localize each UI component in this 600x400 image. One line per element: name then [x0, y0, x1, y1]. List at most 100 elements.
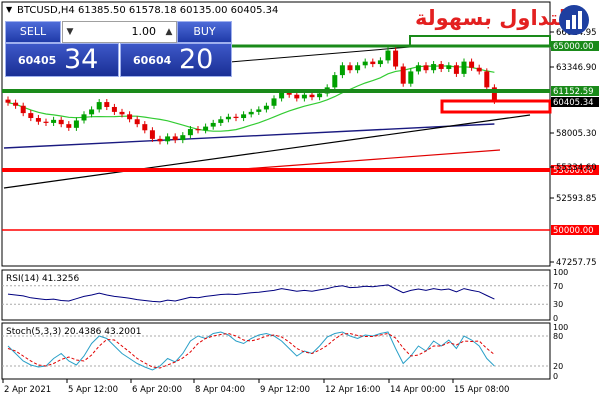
price-scale-label: 63346.90: [556, 63, 597, 73]
bull-candle: [96, 102, 102, 110]
price-level-label: 65000.00: [553, 42, 594, 52]
bull-candle: [210, 122, 216, 127]
rsi-label: RSI(14) 41.3256: [6, 274, 79, 284]
bull-candle: [279, 92, 285, 99]
rsi-scale-label: 100: [553, 268, 568, 277]
bear-candle: [476, 67, 482, 72]
bear-candle: [111, 106, 117, 112]
bear-candle: [149, 130, 155, 139]
bear-candle: [104, 102, 110, 107]
bull-candle: [248, 111, 254, 115]
bear-candle: [393, 50, 399, 67]
resistance-zone: [409, 35, 551, 47]
bear-candle: [134, 119, 140, 125]
price-scale-label: 58005.30: [556, 129, 597, 139]
stoch-scale-label: 20: [553, 362, 563, 371]
bear-candle: [484, 71, 490, 88]
bull-candle: [203, 126, 209, 131]
price-level-label-bg: [551, 165, 599, 175]
chart-header-icon: ▼: [6, 5, 13, 14]
lot-decrease-icon[interactable]: ▼: [66, 27, 74, 37]
bull-candle: [446, 65, 452, 69]
price-level-label: 61152.59: [553, 87, 594, 97]
bear-candle: [423, 65, 429, 71]
bear-candle: [20, 105, 26, 114]
bull-candle: [385, 50, 391, 61]
time-axis-label: 2 Apr 2021: [4, 385, 51, 395]
moving-average-slow: [229, 149, 501, 171]
bull-candle: [89, 109, 95, 115]
price-level-label-bg: [551, 97, 599, 107]
bear-candle: [195, 129, 201, 131]
bear-candle: [43, 121, 49, 123]
bear-candle: [142, 124, 148, 131]
time-axis-label: 12 Apr 16:00: [325, 385, 380, 395]
time-axis-label: 9 Apr 12:00: [260, 385, 310, 395]
bear-candle: [469, 61, 475, 68]
bull-candle: [218, 119, 224, 123]
lot-increase-icon[interactable]: ▲: [165, 27, 173, 37]
bear-candle: [309, 94, 315, 98]
buy-price-major: 60604: [133, 54, 172, 67]
bull-candle: [362, 61, 368, 66]
bull-candle: [461, 61, 467, 74]
bear-candle: [233, 116, 239, 119]
bull-candle: [377, 60, 383, 65]
price-scale-label: 52593.85: [556, 194, 597, 204]
bull-candle: [415, 65, 421, 72]
bull-candle: [332, 75, 338, 88]
bull-candle: [51, 119, 57, 123]
rsi-scale-label: 70: [553, 282, 563, 291]
bull-candle: [241, 114, 247, 119]
stoch-scale-label: 0: [553, 372, 558, 381]
bear-candle: [453, 65, 459, 74]
bull-candle: [187, 129, 193, 136]
rsi-line: [7, 284, 495, 303]
price-level-label-bg: [551, 86, 599, 96]
sell-price-pips: 34: [64, 44, 99, 75]
sell-price-quote[interactable]: 60405 34: [5, 43, 119, 77]
bull-candle: [73, 120, 79, 128]
bear-candle: [127, 114, 133, 120]
bull-candle: [271, 98, 277, 106]
stoch-scale-label: 100: [553, 323, 568, 332]
rsi-scale-label: 30: [553, 300, 563, 309]
current-price-zone: [440, 99, 552, 114]
time-axis-label: 14 Apr 00:00: [390, 385, 445, 395]
bar-chart-logo-icon: [559, 5, 589, 35]
bear-candle: [28, 113, 34, 119]
price-level-label: 50000.00: [553, 226, 594, 236]
bear-candle: [370, 61, 376, 65]
moving-average-mid: [3, 123, 495, 149]
bull-candle: [180, 135, 186, 141]
stoch-frame: [1, 322, 551, 380]
stoch-main-line: [7, 331, 495, 371]
lot-size-input[interactable]: ▼ 1.00 ▲: [62, 21, 177, 43]
bear-candle: [66, 124, 72, 128]
bear-candle: [13, 102, 19, 106]
bull-candle: [225, 116, 231, 120]
rsi-scale-label: 0: [553, 314, 558, 323]
bear-candle: [5, 99, 11, 103]
price-level-label: 55000.00: [553, 166, 594, 176]
trendline-lower: [3, 114, 531, 189]
price-scale-label: 47257.75: [556, 258, 597, 268]
bull-candle: [81, 114, 87, 121]
bull-candle: [256, 109, 262, 112]
bear-candle: [172, 136, 178, 141]
bull-candle: [317, 93, 323, 98]
time-axis-label: 8 Apr 04:00: [195, 385, 245, 395]
buy-button[interactable]: BUY: [177, 21, 232, 43]
bear-candle: [438, 64, 444, 69]
bull-candle: [408, 71, 414, 84]
one-click-trade-panel: SELL ▼ 1.00 ▲ BUY 60405 34 60604 20: [4, 19, 232, 77]
time-axis-label: 5 Apr 12:00: [68, 385, 118, 395]
buy-price-quote[interactable]: 60604 20: [120, 43, 232, 77]
bear-candle: [400, 66, 406, 84]
sell-button[interactable]: SELL: [5, 21, 61, 43]
time-axis-label: 6 Apr 20:00: [132, 385, 182, 395]
price-level-label-bg: [551, 225, 599, 235]
bear-candle: [119, 111, 125, 115]
bear-candle: [286, 92, 292, 95]
